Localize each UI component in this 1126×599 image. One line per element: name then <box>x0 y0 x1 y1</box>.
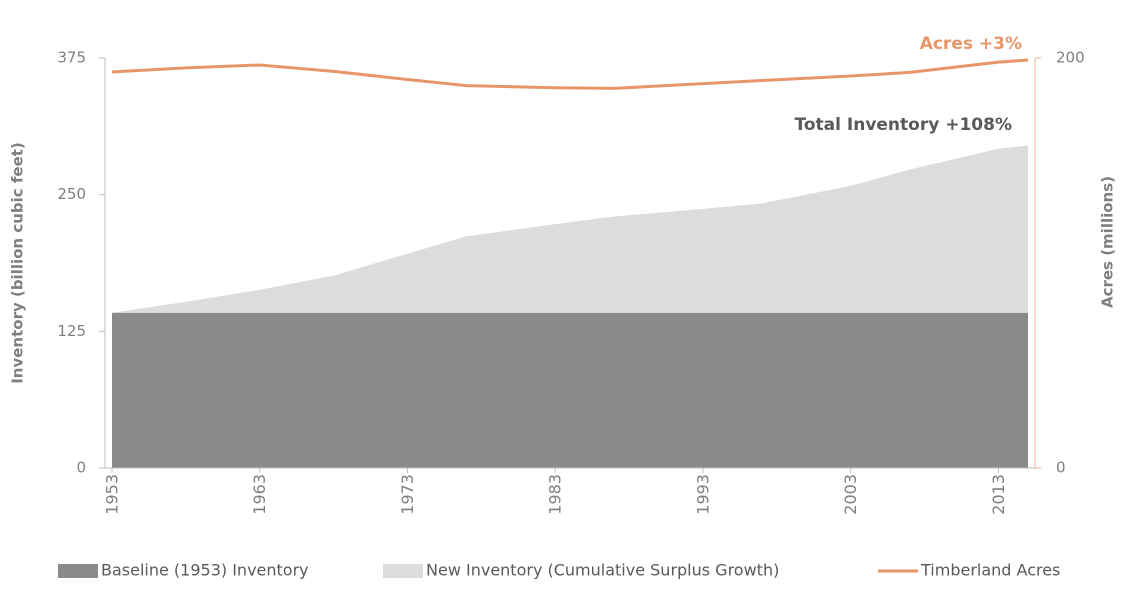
area <box>112 145 1028 313</box>
annotation: Acres +3% <box>920 34 1022 54</box>
legend-label: New Inventory (Cumulative Surplus Growth… <box>426 561 779 580</box>
y-tick-label: 125 <box>57 322 86 340</box>
y-tick-label: 250 <box>57 185 86 203</box>
legend-label: Baseline (1953) Inventory <box>101 561 309 580</box>
legend-swatch <box>383 564 423 578</box>
area <box>112 312 1028 468</box>
y2-axis-label: Acres (millions) <box>1099 176 1117 308</box>
y-tick-label: 0 <box>76 459 86 477</box>
legend-label: Timberland Acres <box>920 561 1060 580</box>
x-tick-label: 1963 <box>250 474 269 515</box>
y2-tick-label: 200 <box>1056 49 1085 67</box>
x-tick-label: 1983 <box>546 474 565 515</box>
y-axis-label: Inventory (billion cubic feet) <box>9 142 27 384</box>
x-tick-label: 1993 <box>693 474 712 515</box>
x-tick-label: 1973 <box>398 474 417 515</box>
y-tick-label: 375 <box>57 49 86 67</box>
line <box>111 58 1029 90</box>
x-tick-label: 2013 <box>989 474 1008 515</box>
x-tick-label: 2003 <box>841 474 860 515</box>
y2-tick-label: 0 <box>1056 459 1066 477</box>
annotation: Total Inventory +108% <box>795 115 1012 135</box>
x-tick-label: 1953 <box>103 474 122 515</box>
legend-swatch <box>58 564 98 578</box>
